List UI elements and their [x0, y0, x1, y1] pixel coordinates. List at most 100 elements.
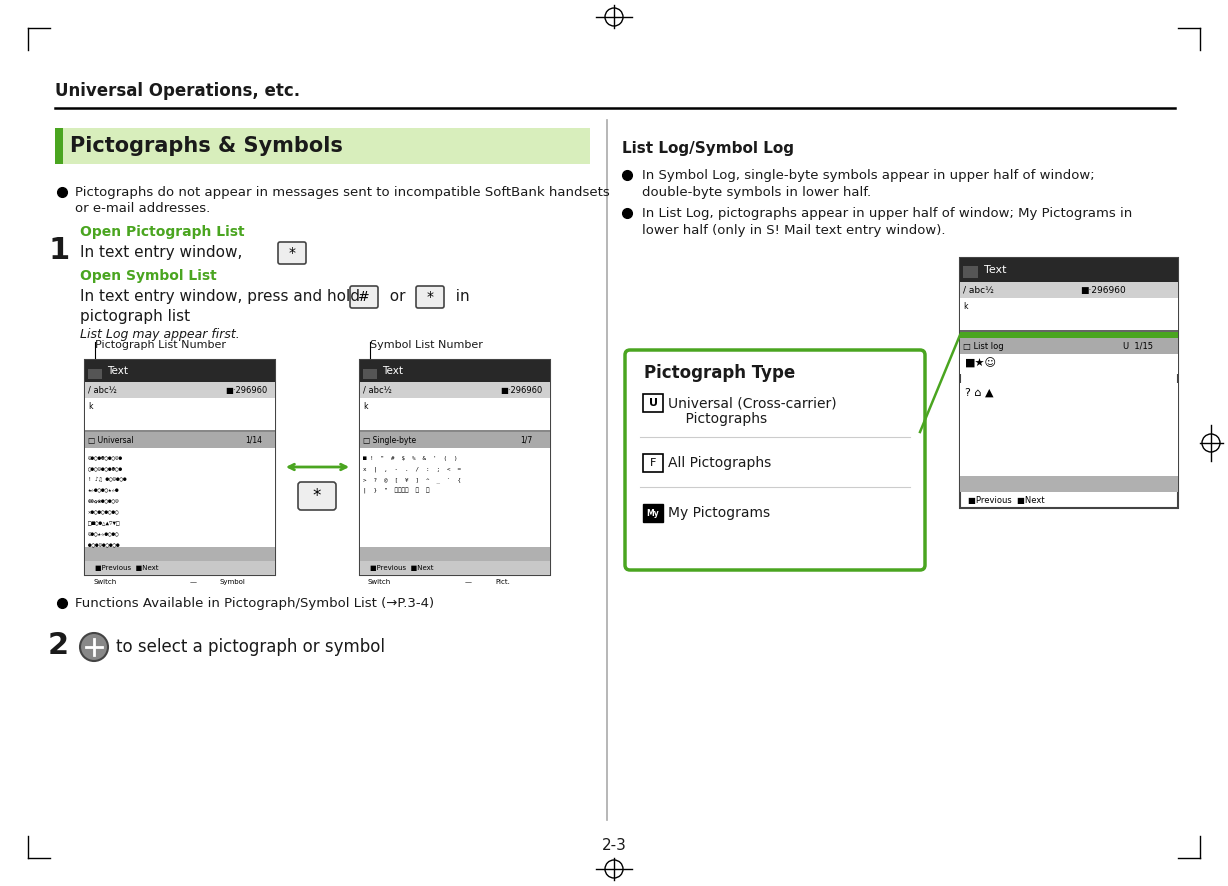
Bar: [360, 561, 550, 575]
Bar: [360, 360, 550, 382]
FancyBboxPatch shape: [350, 286, 378, 308]
Bar: [960, 383, 1178, 403]
Text: Text: Text: [984, 265, 1007, 275]
Text: ●○●☺●○●○●: ●○●☺●○●○●: [88, 543, 119, 548]
Bar: [88, 369, 102, 379]
Bar: [55, 128, 63, 164]
Text: —: —: [465, 579, 472, 585]
Text: —: —: [190, 579, 196, 585]
Text: ■ !  "  #  $  %  &  '  (  ): ■ ! " # $ % & ' ( ): [363, 455, 458, 461]
Text: Pictographs & Symbols: Pictographs & Symbols: [70, 136, 343, 156]
Text: / abc½: / abc½: [963, 285, 993, 294]
Text: 1: 1: [48, 236, 69, 265]
Text: ☺●○●☻○●○☺●: ☺●○●☻○●○☺●: [88, 455, 123, 461]
Text: In List Log, pictographs appear in upper half of window; My Pictograms in: In List Log, pictographs appear in upper…: [642, 206, 1132, 220]
Text: 2-3: 2-3: [602, 837, 626, 852]
Bar: [960, 298, 1178, 314]
Bar: [85, 414, 275, 430]
Bar: [85, 561, 275, 575]
Text: double-byte symbols in lower half.: double-byte symbols in lower half.: [642, 185, 871, 198]
Bar: [360, 430, 550, 432]
Bar: [960, 330, 1178, 332]
Text: U: U: [648, 398, 657, 408]
FancyBboxPatch shape: [643, 454, 663, 472]
Bar: [55, 128, 589, 164]
Text: ■★☺: ■★☺: [965, 359, 997, 369]
Text: k: k: [963, 301, 968, 310]
Text: Pictograph Type: Pictograph Type: [643, 364, 796, 382]
Text: ★☆●○●○★☆●: ★☆●○●○★☆●: [88, 488, 119, 494]
Bar: [960, 258, 1178, 282]
Bar: [960, 476, 1178, 492]
Text: Symbol: Symbol: [220, 579, 246, 585]
Bar: [85, 432, 275, 448]
Text: *: *: [426, 290, 433, 304]
Text: □ Single-byte: □ Single-byte: [363, 436, 416, 445]
Text: In text entry window, press and hold: In text entry window, press and hold: [80, 289, 360, 304]
Text: All Pictographs: All Pictographs: [668, 456, 771, 470]
Text: Pictograph List Number: Pictograph List Number: [95, 340, 226, 350]
Text: List Log/Symbol Log: List Log/Symbol Log: [623, 141, 795, 156]
Text: ×●○●○●○●○: ×●○●○●○●○: [88, 510, 119, 516]
Text: ■·296960: ■·296960: [500, 385, 543, 394]
Text: >  ?  @  [  ¥  ]  ^  _  `  {: > ? @ [ ¥ ] ^ _ ` {: [363, 478, 460, 483]
Text: ? ⌂ ▲: ? ⌂ ▲: [965, 388, 993, 398]
Text: ■·296960: ■·296960: [225, 385, 268, 394]
Text: or e-mail addresses.: or e-mail addresses.: [75, 201, 210, 214]
Text: F: F: [650, 458, 656, 468]
Text: Text: Text: [382, 366, 403, 376]
Bar: [85, 430, 275, 432]
FancyBboxPatch shape: [298, 482, 336, 510]
Bar: [363, 369, 377, 379]
Text: Text: Text: [107, 366, 128, 376]
Text: lower half (only in S! Mail text entry window).: lower half (only in S! Mail text entry w…: [642, 223, 946, 237]
Text: □ List log: □ List log: [963, 341, 1003, 351]
Bar: [960, 314, 1178, 330]
Circle shape: [80, 633, 108, 661]
Bar: [963, 266, 977, 278]
Text: Open Pictograph List: Open Pictograph List: [80, 225, 244, 239]
Text: Functions Available in Pictograph/Symbol List (→P.3-4): Functions Available in Pictograph/Symbol…: [75, 596, 435, 610]
Bar: [360, 398, 550, 414]
Text: Switch: Switch: [93, 579, 117, 585]
Bar: [360, 414, 550, 430]
Bar: [960, 282, 1178, 298]
Text: In text entry window,: In text entry window,: [80, 245, 242, 260]
Text: Symbol List Number: Symbol List Number: [370, 340, 483, 350]
Text: to select a pictograph or symbol: to select a pictograph or symbol: [115, 638, 386, 656]
Bar: [85, 547, 275, 561]
Text: Pictographs do not appear in messages sent to incompatible SoftBank handsets: Pictographs do not appear in messages se…: [75, 185, 610, 198]
Text: or: or: [379, 289, 405, 304]
Text: □ Universal: □ Universal: [88, 436, 134, 445]
Bar: [85, 398, 275, 414]
Text: / abc½: / abc½: [88, 385, 117, 394]
Text: |  }  "  。「」、  ・  ー: | } " 。「」、 ・ ー: [363, 488, 430, 494]
Text: My Pictograms: My Pictograms: [668, 506, 770, 520]
Text: Universal (Cross-carrier): Universal (Cross-carrier): [668, 396, 836, 410]
Text: ■Previous  ■Next: ■Previous ■Next: [370, 565, 433, 571]
Text: ■Previous  ■Next: ■Previous ■Next: [95, 565, 158, 571]
Bar: [360, 547, 550, 561]
Bar: [360, 382, 550, 398]
Text: In Symbol Log, single-byte symbols appear in upper half of window;: In Symbol Log, single-byte symbols appea…: [642, 168, 1094, 182]
Bar: [960, 332, 1178, 338]
Bar: [960, 354, 1178, 374]
Text: U  1/15: U 1/15: [1122, 341, 1153, 351]
Bar: [85, 360, 275, 575]
Text: ■·296960: ■·296960: [1079, 285, 1126, 294]
Bar: [360, 432, 550, 448]
Text: 1/14: 1/14: [246, 436, 262, 445]
Text: k: k: [88, 401, 92, 410]
FancyBboxPatch shape: [278, 242, 306, 264]
Text: ! ♪♫ ●○☺●○●: ! ♪♫ ●○☺●○●: [88, 478, 126, 483]
Bar: [960, 338, 1178, 354]
Bar: [360, 360, 550, 575]
Text: List Log may appear first.: List Log may appear first.: [80, 328, 239, 340]
Bar: [85, 382, 275, 398]
Text: #: #: [359, 290, 370, 304]
FancyBboxPatch shape: [625, 350, 925, 570]
Text: in: in: [446, 289, 469, 304]
Text: 2: 2: [48, 631, 69, 659]
Text: *: *: [313, 487, 322, 505]
Bar: [85, 360, 275, 382]
